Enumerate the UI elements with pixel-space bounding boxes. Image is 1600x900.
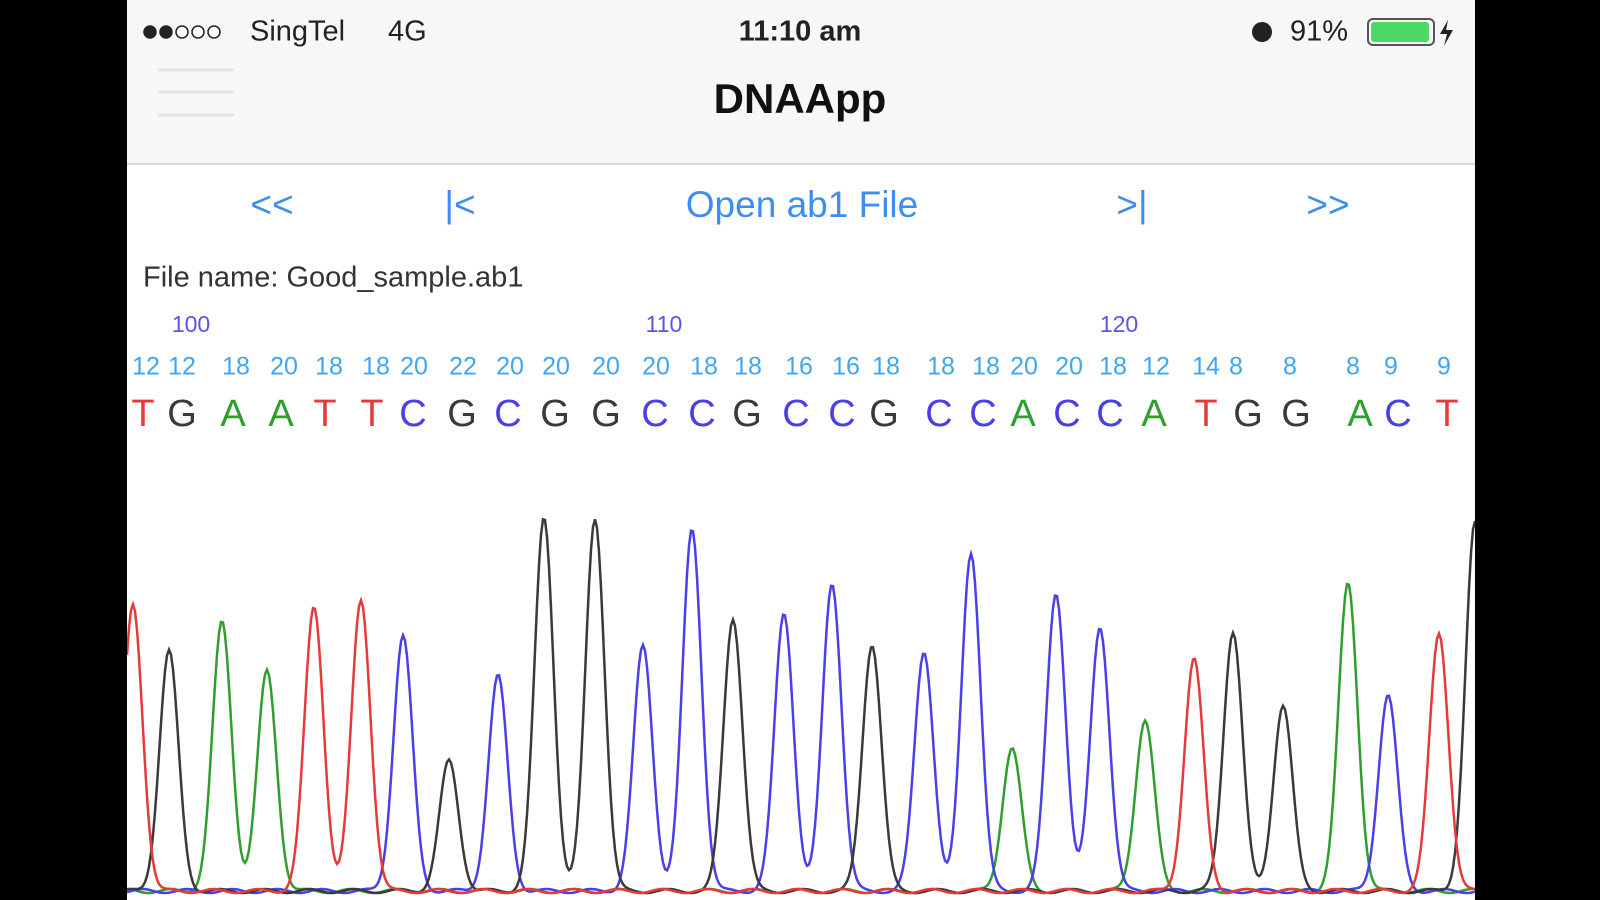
base-call: C — [1384, 393, 1411, 435]
quality-score: 8 — [1283, 353, 1297, 381]
clock: 11:10 am — [739, 16, 862, 48]
quality-score: 20 — [1010, 353, 1038, 381]
battery-percent: 91% — [1290, 16, 1348, 48]
base-call: G — [1281, 393, 1311, 435]
base-call: T — [1435, 393, 1458, 435]
base-call: C — [494, 393, 521, 435]
file-name: File name: Good_sample.ab1 — [143, 262, 523, 294]
quality-score: 18 — [872, 353, 900, 381]
base-call: C — [969, 393, 996, 435]
menu-button[interactable] — [158, 68, 234, 117]
quality-score: 22 — [449, 353, 477, 381]
charging-icon — [1440, 20, 1453, 46]
toolbar-button[interactable]: >> — [1306, 184, 1349, 225]
base-call: T — [131, 393, 154, 435]
toolbar-button[interactable]: Open ab1 File — [686, 184, 918, 225]
nav-bar-background — [127, 0, 1475, 164]
nav-title: DNAApp — [714, 75, 887, 122]
base-call: G — [732, 393, 762, 435]
trace-t — [127, 596, 1475, 895]
position-label: 110 — [646, 311, 683, 337]
quality-score: 20 — [400, 353, 428, 381]
quality-score: 20 — [592, 353, 620, 381]
base-call: T — [313, 393, 336, 435]
quality-score: 20 — [496, 353, 524, 381]
quality-score: 9 — [1384, 353, 1398, 381]
base-call: C — [1096, 393, 1123, 435]
base-call: C — [688, 393, 715, 435]
base-call: C — [641, 393, 668, 435]
quality-score: 18 — [972, 353, 1000, 381]
toolbar-button[interactable]: >| — [1116, 184, 1147, 225]
base-call: C — [828, 393, 855, 435]
quality-score: 12 — [1142, 353, 1170, 381]
toolbar-button[interactable]: |< — [444, 184, 475, 225]
quality-score: 20 — [270, 353, 298, 381]
quality-score: 18 — [690, 353, 718, 381]
quality-score: 18 — [315, 353, 343, 381]
base-call: A — [268, 393, 294, 435]
quality-score: 20 — [1055, 353, 1083, 381]
battery-outline — [1367, 18, 1435, 46]
signal-dots — [143, 25, 221, 39]
battery-level — [1371, 22, 1429, 42]
quality-score: 12 — [132, 353, 160, 381]
quality-score: 8 — [1229, 353, 1243, 381]
carrier: SingTel — [250, 16, 345, 48]
base-call: A — [1141, 393, 1167, 435]
position-label: 100 — [172, 311, 210, 337]
sequence: 12T10012G18A20A18T18T20C22G20C20G20G1102… — [131, 311, 1458, 435]
network: 4G — [388, 16, 427, 48]
quality-score: 18 — [1099, 353, 1127, 381]
toolbar-button[interactable]: << — [250, 184, 293, 225]
base-call: C — [399, 393, 426, 435]
base-call: G — [167, 393, 197, 435]
chromatogram — [127, 517, 1475, 895]
quality-score: 16 — [785, 353, 813, 381]
quality-score: 14 — [1192, 353, 1220, 381]
base-call: G — [869, 393, 899, 435]
base-call: C — [1053, 393, 1080, 435]
base-call: T — [360, 393, 383, 435]
quality-score: 18 — [222, 353, 250, 381]
base-call: A — [220, 393, 246, 435]
quality-score: 9 — [1437, 353, 1451, 381]
quality-score: 20 — [642, 353, 670, 381]
quality-score: 18 — [362, 353, 390, 381]
quality-score: 16 — [832, 353, 860, 381]
base-call: G — [540, 393, 570, 435]
alarm-icon — [1252, 22, 1272, 42]
base-call: A — [1010, 393, 1036, 435]
position-label: 120 — [1100, 311, 1138, 337]
quality-score: 8 — [1346, 353, 1360, 381]
base-call: G — [591, 393, 621, 435]
base-call: A — [1347, 393, 1373, 435]
quality-score: 12 — [168, 353, 196, 381]
base-call: G — [1233, 393, 1263, 435]
base-call: G — [447, 393, 477, 435]
trace-c — [127, 529, 1475, 895]
quality-score: 18 — [734, 353, 762, 381]
base-call: T — [1194, 393, 1217, 435]
quality-score: 20 — [542, 353, 570, 381]
toolbar: << |< Open ab1 File >| >> — [250, 184, 1349, 225]
quality-score: 18 — [927, 353, 955, 381]
base-call: C — [782, 393, 809, 435]
base-call: C — [925, 393, 952, 435]
